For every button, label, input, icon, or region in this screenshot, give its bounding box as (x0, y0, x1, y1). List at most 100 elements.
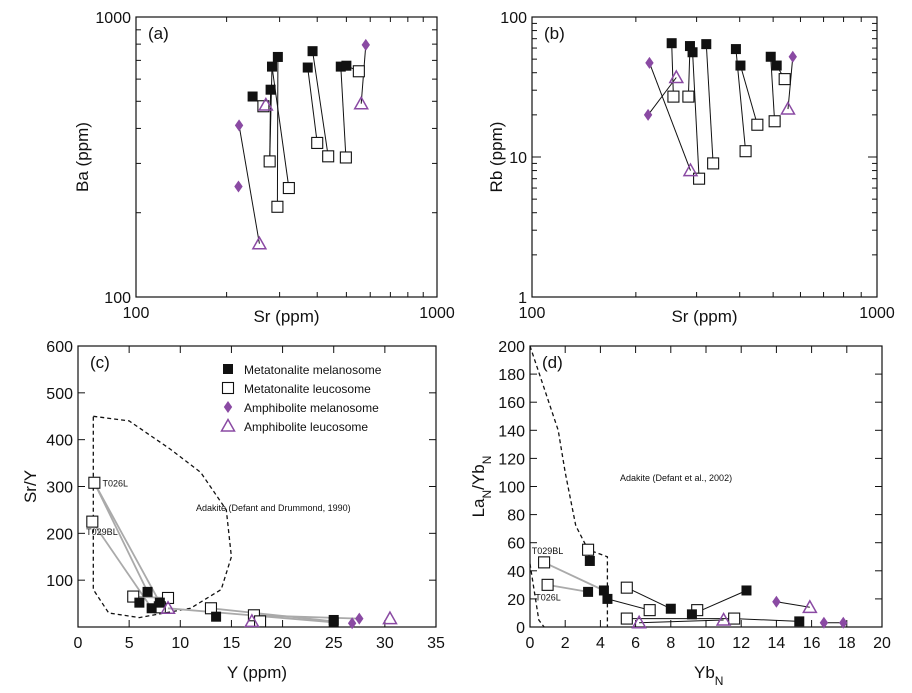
data-point (127, 590, 140, 603)
data-point (244, 613, 260, 628)
panel-label: (d) (542, 353, 563, 372)
data-point (682, 162, 699, 177)
x-tick-label: 1000 (859, 305, 895, 322)
x-tick-label: 8 (666, 635, 675, 652)
tie-line (639, 619, 724, 624)
data-point (88, 476, 101, 489)
x-tick-label: 20 (873, 635, 891, 652)
tie-line (692, 52, 700, 179)
data-point (768, 115, 781, 128)
data-point (160, 600, 176, 615)
x-tick-label: 5 (125, 635, 134, 652)
data-point (839, 616, 848, 629)
legend-item-label: Metatonalite leucosome (244, 382, 371, 396)
y-tick-label: 140 (498, 423, 525, 440)
data-point (620, 612, 633, 625)
panel-a: 100 1000 100 1000 Sr (ppm) Ba (ppm) (a) (73, 10, 455, 326)
adakite-field-label: Adakite (Defant et al., 2002) (620, 473, 732, 483)
x-axis-label: YbN (694, 663, 723, 688)
y-tick-label: 1000 (95, 10, 131, 27)
data-point (339, 151, 352, 164)
y-tick-label: 100 (498, 480, 525, 497)
data-point (728, 612, 741, 625)
data-point (142, 586, 153, 597)
data-point (382, 610, 398, 625)
adakite-field-outline (529, 563, 545, 628)
tie-line (647, 77, 677, 116)
y-tick-label: 80 (507, 508, 525, 525)
data-point (247, 609, 260, 622)
data-point (341, 60, 352, 71)
tie-line (740, 65, 758, 125)
x-tick-label: 4 (596, 635, 605, 652)
data-point (541, 578, 554, 591)
data-point (258, 96, 274, 111)
y-axis-label: Ba (ppm) (73, 122, 92, 192)
data-point (741, 585, 752, 596)
sample-label: T026L (535, 592, 561, 602)
data-point (302, 62, 313, 73)
data-point (739, 145, 752, 158)
y-tick-label: 200 (498, 339, 525, 356)
data-point (751, 118, 764, 131)
data-point (682, 90, 695, 103)
y-tick-label: 100 (104, 290, 131, 307)
data-point (730, 44, 741, 55)
tie-line (705, 44, 714, 164)
adakite-field-outline (92, 415, 233, 619)
data-point (234, 180, 243, 193)
data-point (352, 65, 365, 78)
data-point (335, 61, 346, 72)
data-point (254, 615, 267, 628)
y-tick-label: 180 (498, 367, 525, 384)
tie-line (93, 482, 161, 604)
data-point (693, 172, 706, 185)
x-tick-label: 10 (697, 635, 715, 652)
data-point (582, 543, 595, 556)
legend-marker (223, 401, 233, 413)
data-point (353, 95, 369, 110)
data-point (794, 616, 805, 627)
y-tick-label: 400 (46, 433, 73, 450)
y-tick-label: 10 (509, 150, 527, 167)
x-tick-label: 2 (561, 635, 570, 652)
x-tick-label: 0 (526, 635, 535, 652)
x-tick-label: 6 (631, 635, 640, 652)
legend-item-label: Amphibolite leucosome (244, 420, 368, 434)
legend-item-label: Amphibolite melanosome (244, 401, 379, 415)
data-point (347, 617, 357, 630)
data-point (771, 60, 782, 71)
tie-line (312, 51, 329, 157)
data-point (272, 51, 283, 62)
y-tick-label: 600 (46, 339, 73, 356)
y-tick-label: 1 (518, 290, 527, 307)
x-tick-label: 20 (274, 635, 292, 652)
tie-line (626, 587, 672, 610)
data-point (538, 556, 551, 569)
panel-d: 0 2 4 6 8 10 12 14 16 18 2002040608010012014016018… (469, 339, 891, 688)
x-tick-label: 16 (803, 635, 821, 652)
data-point (665, 603, 676, 614)
data-point (146, 603, 157, 614)
data-point (257, 100, 270, 113)
data-point (701, 39, 712, 50)
adakite-field-label: Adakite (Defant and Drummond, 1990) (196, 503, 351, 513)
data-point (765, 51, 776, 62)
tie-line (547, 584, 589, 593)
x-tick-label: 18 (838, 635, 856, 652)
data-point (598, 585, 609, 596)
tie-line (734, 618, 800, 622)
legend-item-label: Metatonalite melanosome (244, 363, 382, 377)
y-axis-label: Sr/Y (21, 470, 40, 503)
y-tick-label: 300 (46, 480, 73, 497)
y-tick-label: 20 (507, 592, 525, 609)
data-point (361, 38, 370, 51)
tie-line (607, 598, 650, 611)
data-point (643, 108, 653, 121)
data-point (263, 155, 276, 168)
data-point (247, 91, 258, 102)
plot-frame (529, 345, 883, 628)
x-tick-label: 30 (376, 635, 394, 652)
sample-label: T026L (103, 479, 129, 489)
panel-b: 100 1000 1 10 100 Sr (ppm) Rb (ppm) (b) (487, 10, 895, 326)
